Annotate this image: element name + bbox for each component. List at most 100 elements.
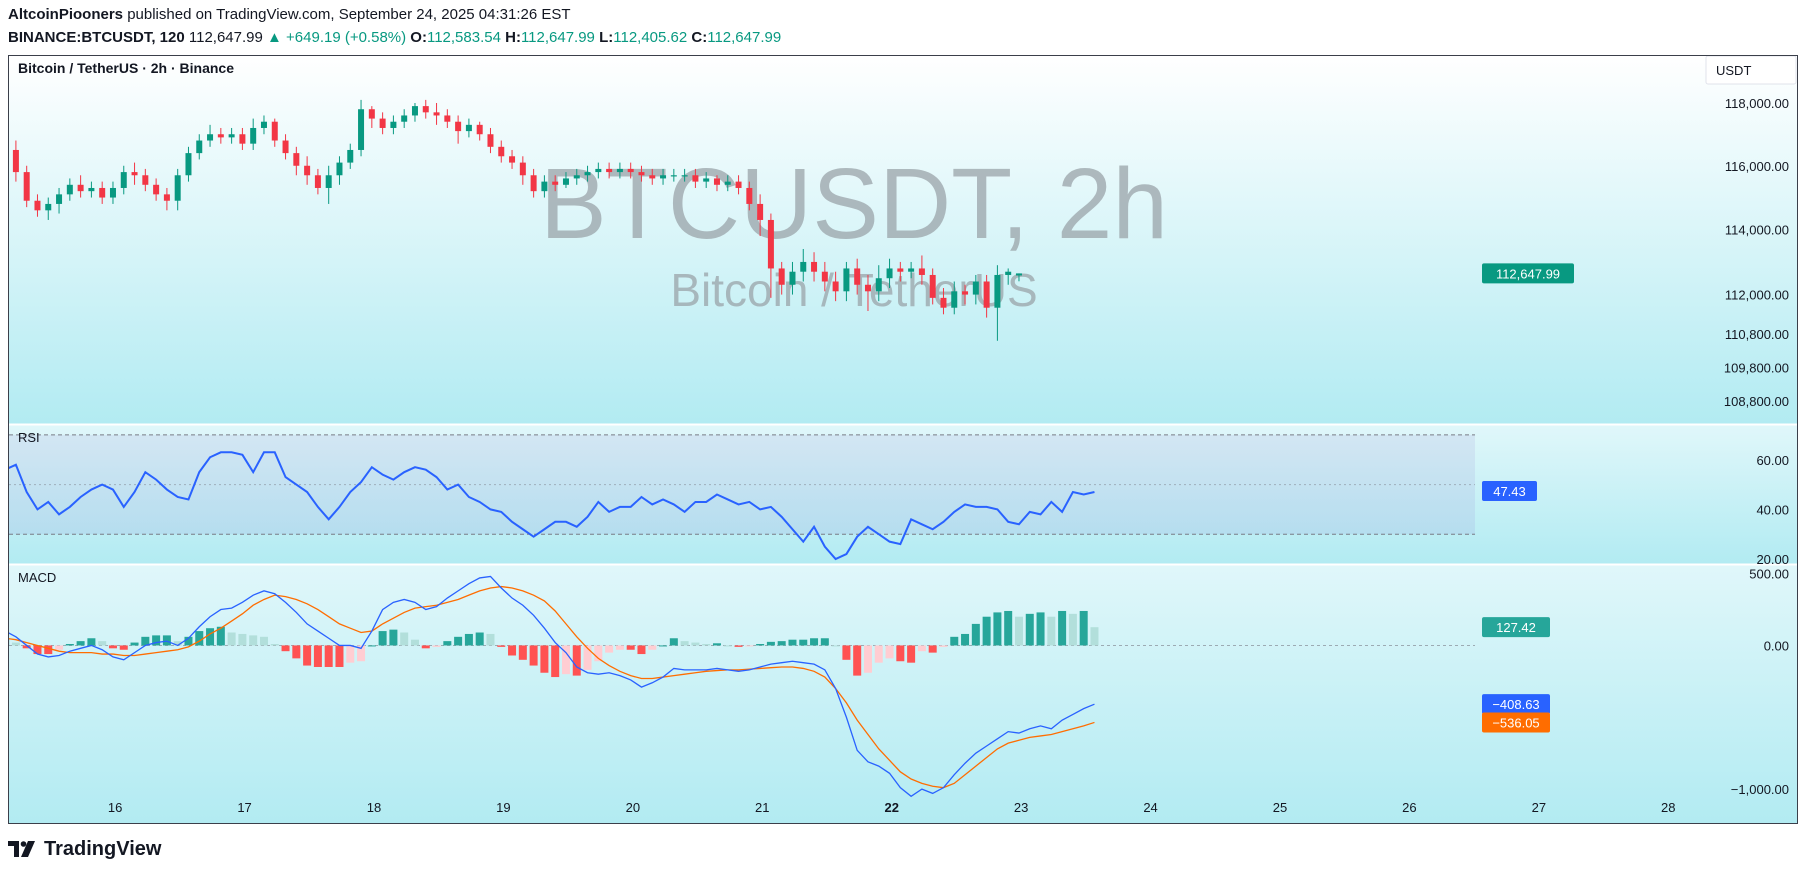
candle <box>465 118 472 138</box>
candle <box>692 168 699 188</box>
candle-body <box>746 187 753 204</box>
candle-body <box>519 162 526 176</box>
macd-histogram-bar <box>885 645 894 659</box>
candle <box>228 127 235 144</box>
candle <box>897 261 904 282</box>
macd-histogram-bar <box>551 645 560 678</box>
candle-body <box>99 187 106 198</box>
candle-body <box>185 153 192 176</box>
candle-body <box>713 178 720 185</box>
price-tick-label: 110,800.00 <box>1725 327 1789 342</box>
candle <box>854 258 861 295</box>
candle <box>962 284 969 305</box>
candle <box>541 175 548 198</box>
change-text: ▲ +649.19 (+0.58%) <box>267 29 407 46</box>
candle-body <box>951 291 958 308</box>
candle-body <box>336 162 343 176</box>
macd-histogram-bar <box>119 645 128 650</box>
ohlc-low-value: 112,405.62 <box>613 29 688 46</box>
macd-histogram-bar <box>1079 610 1088 646</box>
candle-body <box>724 181 731 185</box>
candle <box>163 187 170 211</box>
candle-body <box>465 124 472 132</box>
candle-body <box>109 187 116 198</box>
rsi-last-label: 47.43 <box>1482 480 1537 501</box>
macd-histogram-bar <box>615 645 624 650</box>
candle-body <box>34 200 41 211</box>
candle <box>800 248 807 282</box>
publisher-name[interactable]: AltcoinPiooners <box>8 6 124 23</box>
macd-histogram-bar <box>820 638 829 646</box>
candle <box>972 274 979 305</box>
candle <box>530 168 537 198</box>
candle-body <box>174 175 181 201</box>
macd-histogram-bar <box>669 638 678 646</box>
macd-histogram-bar <box>863 645 872 673</box>
candle <box>713 175 720 192</box>
candle <box>606 162 613 179</box>
watermark-name: Bitcoin / TetherUS <box>670 264 1037 316</box>
candle-body <box>1005 271 1012 275</box>
candle-body <box>1015 273 1022 276</box>
candle-body <box>250 127 257 144</box>
candle <box>12 140 19 182</box>
macd-histogram-bar <box>454 636 463 646</box>
candle <box>584 165 591 182</box>
macd-histogram-bar <box>162 635 171 646</box>
macd-histogram-bar <box>227 632 236 646</box>
candle-body <box>120 172 127 188</box>
tradingview-footer[interactable]: TradingView <box>8 837 161 861</box>
candle <box>908 261 915 279</box>
macd-last-label-bg <box>1482 694 1550 715</box>
macd-tick-label: 500.00 <box>1749 567 1789 582</box>
candle-body <box>66 184 73 195</box>
ohlc-open-label: O: <box>410 29 427 46</box>
candle-body <box>789 271 796 285</box>
macd-histogram-bar <box>173 641 182 646</box>
chart-title: Bitcoin / TetherUS · 2h · Binance <box>18 60 234 76</box>
candle <box>746 181 753 211</box>
candle-body <box>282 140 289 154</box>
published-text: published on TradingView.com, September … <box>127 6 571 23</box>
time-tick-label: 20 <box>626 800 640 815</box>
candle-body <box>897 268 904 272</box>
macd-axis: 500.00 0.00 −1,000.00 <box>1731 567 1789 797</box>
macd-histogram-bar <box>281 645 290 652</box>
candle-body <box>573 175 580 179</box>
candle-body <box>196 140 203 154</box>
currency-button-bg <box>1705 56 1797 85</box>
candle <box>811 252 818 282</box>
macd-histogram-bar <box>810 638 819 646</box>
ohlc-close-value: 112,647.99 <box>707 29 782 46</box>
rsi-last-bg <box>1482 480 1537 501</box>
candle <box>422 99 429 119</box>
macd-histogram-bar <box>572 645 581 676</box>
macd-histogram-bar <box>206 628 215 646</box>
candle-body <box>163 194 170 201</box>
chart-frame[interactable]: BTCUSDT, 2h Bitcoin / TetherUS Bitcoin / T… <box>8 55 1798 824</box>
currency-button[interactable]: USDT <box>1705 56 1797 85</box>
candle-body <box>444 115 451 122</box>
macd-histogram-bar <box>712 643 721 646</box>
macd-histogram-bar <box>292 645 301 659</box>
candle <box>282 134 289 160</box>
time-tick-label: 25 <box>1273 800 1287 815</box>
candle-body <box>972 281 979 295</box>
candle-body <box>660 175 667 179</box>
candle-body <box>908 268 915 272</box>
macd-histogram-bar <box>346 645 355 663</box>
time-tick-label: 16 <box>108 800 122 815</box>
candle <box>918 255 925 285</box>
macd-label: MACD <box>18 570 56 585</box>
tradingview-logo-icon <box>8 841 35 857</box>
macd-line <box>9 575 1095 798</box>
candle-body <box>821 271 828 282</box>
macd-histogram-bar <box>529 645 538 666</box>
candle-body <box>940 297 947 308</box>
price-tick-label: 114,000.00 <box>1725 223 1789 238</box>
candle-body <box>228 134 235 138</box>
macd-histogram-bar <box>971 623 980 646</box>
candle-body <box>347 149 354 163</box>
macd-histogram-bar <box>367 645 376 647</box>
